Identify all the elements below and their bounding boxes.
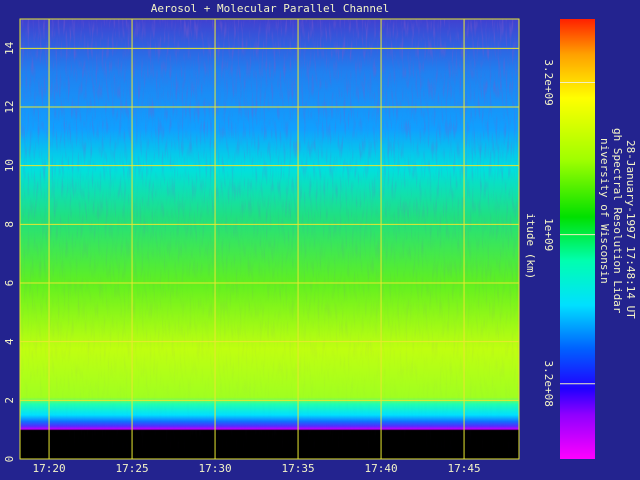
y-tick-label: 14	[3, 41, 16, 55]
x-tick-label: 17:30	[198, 462, 231, 475]
y-tick-label: 12	[3, 100, 16, 113]
colorbar-tick-label: 3.2e+08	[542, 361, 555, 407]
y-tick-label: 10	[3, 159, 16, 172]
y-tick-label: 4	[3, 338, 16, 345]
annotation: 28-January-1997 17:48:14 UT	[624, 140, 637, 319]
y-tick-label: 0	[3, 456, 16, 463]
colorbar	[560, 19, 595, 459]
y-tick-label: 8	[3, 221, 16, 228]
x-tick-label: 17:45	[447, 462, 480, 475]
y-axis-label: itude (km)	[524, 213, 537, 279]
annotation: gh Spectral Resolution Lidar	[611, 128, 624, 314]
colorbar-tick-label: 3.2e+09	[542, 59, 555, 105]
x-tick-label: 17:40	[364, 462, 397, 475]
image-noise	[20, 19, 519, 459]
y-tick-label: 6	[3, 280, 16, 287]
annotation: niversity of Wisconsin	[598, 138, 611, 284]
colorbar-tick-label: 1e+09	[542, 218, 555, 251]
x-tick-label: 17:35	[281, 462, 314, 475]
y-tick-label: 2	[3, 397, 16, 404]
x-tick-label: 17:25	[115, 462, 148, 475]
chart-title: Aerosol + Molecular Parallel Channel	[151, 2, 389, 15]
x-tick-label: 17:20	[32, 462, 65, 475]
